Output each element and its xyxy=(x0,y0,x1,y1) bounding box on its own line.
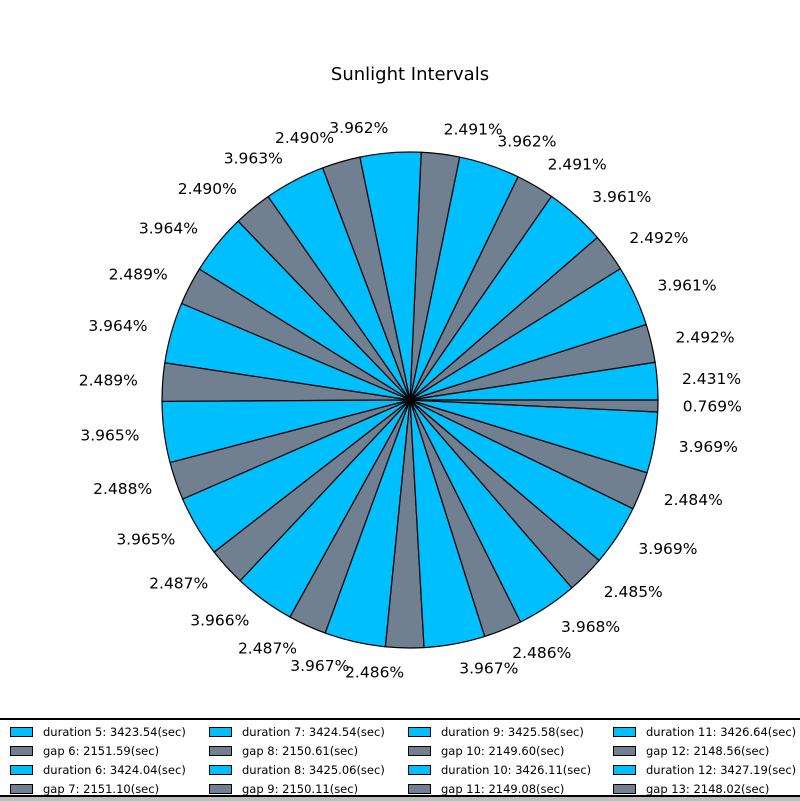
legend-swatch-duration xyxy=(408,726,431,737)
legend-label: duration 12: 3427.19(sec) xyxy=(646,762,797,777)
legend-item: duration 6: 3424.04(sec) xyxy=(0,760,197,779)
slice-percent-label: 2.484% xyxy=(664,491,723,509)
legend-item: gap 8: 2150.61(sec) xyxy=(197,741,396,760)
slice-percent-label: 2.486% xyxy=(512,644,571,662)
slice-percent-label: 2.492% xyxy=(676,329,735,347)
legend-label: gap 8: 2150.61(sec) xyxy=(242,743,359,758)
slice-percent-label: 3.963% xyxy=(224,150,283,168)
slice-percent-label: 2.490% xyxy=(275,129,334,147)
legend-label: gap 12: 2148.56(sec) xyxy=(646,743,770,758)
slice-percent-label: 2.487% xyxy=(238,639,297,657)
legend-label: gap 7: 2151.10(sec) xyxy=(43,781,160,796)
legend-swatch-duration xyxy=(613,764,636,775)
slice-percent-label: 2.487% xyxy=(149,575,208,593)
legend-item: duration 11: 3426.64(sec) xyxy=(601,722,800,741)
slice-percent-label: 3.965% xyxy=(116,530,175,548)
slice-percent-label: 3.964% xyxy=(88,317,147,335)
slice-percent-label: 2.492% xyxy=(629,229,688,247)
legend-swatch-duration xyxy=(209,764,232,775)
slice-percent-label: 3.967% xyxy=(290,657,349,675)
slice-percent-label: 3.968% xyxy=(561,618,620,636)
pie-percent-labels: 2.431%2.492%3.961%2.492%3.961%2.491%3.96… xyxy=(79,119,742,682)
legend-item: gap 6: 2151.59(sec) xyxy=(0,741,197,760)
legend-label: duration 5: 3423.54(sec) xyxy=(43,724,186,739)
slice-percent-label: 3.966% xyxy=(190,611,249,629)
legend-label: duration 7: 3424.54(sec) xyxy=(242,724,385,739)
legend-swatch-gap xyxy=(209,745,232,756)
slice-percent-label: 3.961% xyxy=(658,276,717,294)
slice-percent-label: 3.965% xyxy=(80,426,139,444)
slice-percent-label: 3.962% xyxy=(329,119,388,137)
slice-percent-label: 3.964% xyxy=(139,219,198,237)
chart-title: Sunlight Intervals xyxy=(330,64,490,85)
legend-item: gap 11: 2149.08(sec) xyxy=(396,779,601,798)
legend-swatch-gap xyxy=(408,783,431,794)
pie-slices xyxy=(161,151,659,649)
legend-label: gap 6: 2151.59(sec) xyxy=(43,743,160,758)
pie-slice-gap xyxy=(409,399,659,413)
legend-swatch-duration xyxy=(408,764,431,775)
legend-label: duration 6: 3424.04(sec) xyxy=(43,762,186,777)
legend-item: gap 12: 2148.56(sec) xyxy=(601,741,800,760)
legend-swatch-gap xyxy=(10,783,33,794)
slice-percent-label: 2.489% xyxy=(109,266,168,284)
legend-label: duration 10: 3426.11(sec) xyxy=(441,762,592,777)
legend-swatch-gap xyxy=(613,783,636,794)
legend-label: duration 11: 3426.64(sec) xyxy=(646,724,797,739)
legend-item: duration 5: 3423.54(sec) xyxy=(0,722,197,741)
legend-label: duration 9: 3425.58(sec) xyxy=(441,724,584,739)
slice-percent-label: 0.769% xyxy=(683,398,742,416)
legend-label: gap 13: 2148.02(sec) xyxy=(646,781,770,796)
slice-percent-label: 2.488% xyxy=(93,480,152,498)
legend-swatch-gap xyxy=(10,745,33,756)
legend-swatch-gap xyxy=(613,745,636,756)
legend-item: duration 10: 3426.11(sec) xyxy=(396,760,601,779)
slice-percent-label: 2.491% xyxy=(548,155,607,173)
legend-item: gap 13: 2148.02(sec) xyxy=(601,779,800,798)
legend-swatch-duration xyxy=(10,764,33,775)
slice-percent-label: 2.431% xyxy=(682,370,741,388)
legend-swatch-duration xyxy=(209,726,232,737)
slice-percent-label: 2.485% xyxy=(604,583,663,601)
legend-label: gap 11: 2149.08(sec) xyxy=(441,781,565,796)
legend-swatch-duration xyxy=(613,726,636,737)
slice-percent-label: 2.491% xyxy=(444,120,503,138)
legend-item: gap 9: 2150.11(sec) xyxy=(197,779,396,798)
legend-swatch-gap xyxy=(408,745,431,756)
slice-percent-label: 3.967% xyxy=(459,659,518,677)
slice-percent-label: 3.962% xyxy=(497,133,556,151)
legend-label: gap 10: 2149.60(sec) xyxy=(441,743,565,758)
slice-percent-label: 2.486% xyxy=(345,664,404,682)
slice-percent-label: 3.961% xyxy=(592,188,651,206)
slice-percent-label: 2.490% xyxy=(178,180,237,198)
legend-item: gap 10: 2149.60(sec) xyxy=(396,741,601,760)
legend-item: duration 7: 3424.54(sec) xyxy=(197,722,396,741)
legend-swatch-duration xyxy=(10,726,33,737)
legend-shadow xyxy=(0,797,800,801)
slice-percent-label: 3.969% xyxy=(679,438,738,456)
legend: duration 5: 3423.54(sec) duration 7: 3424… xyxy=(0,718,800,801)
legend-grid: duration 5: 3423.54(sec) duration 7: 3424… xyxy=(0,722,800,798)
legend-item: duration 12: 3427.19(sec) xyxy=(601,760,800,779)
legend-label: gap 9: 2150.11(sec) xyxy=(242,781,359,796)
slice-percent-label: 3.969% xyxy=(638,540,697,558)
legend-label: duration 8: 3425.06(sec) xyxy=(242,762,385,777)
slice-percent-label: 2.489% xyxy=(79,371,138,389)
legend-item: gap 7: 2151.10(sec) xyxy=(0,779,197,798)
legend-item: duration 8: 3425.06(sec) xyxy=(197,760,396,779)
legend-swatch-gap xyxy=(209,783,232,794)
legend-item: duration 9: 3425.58(sec) xyxy=(396,722,601,741)
